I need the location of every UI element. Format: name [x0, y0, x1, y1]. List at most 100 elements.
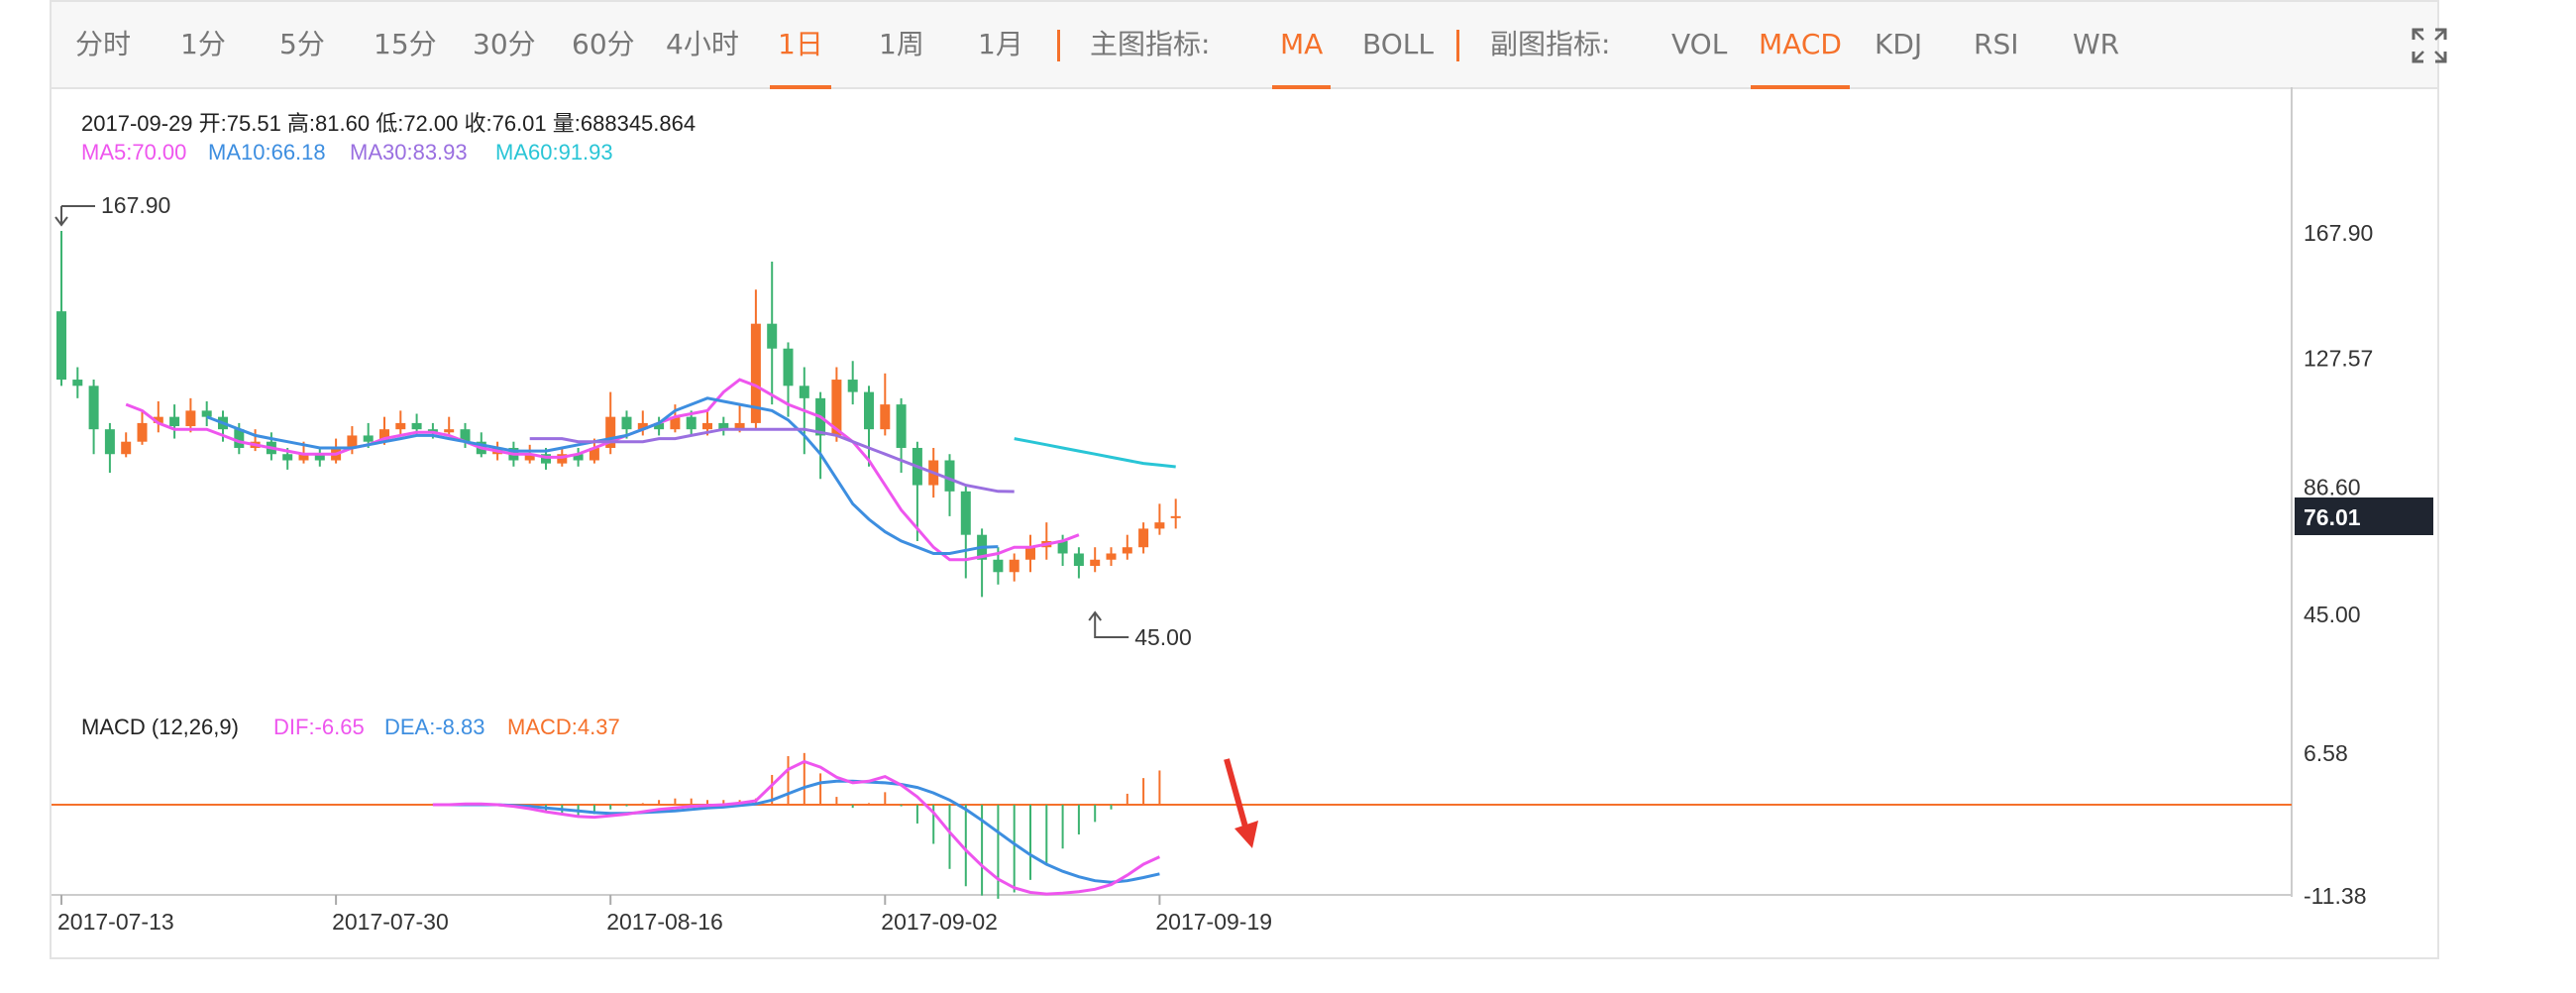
period-tab-5[interactable]: 30分: [473, 28, 536, 60]
candle-body: [605, 416, 616, 448]
main-indicator-label: 主图指标:: [1090, 28, 1211, 60]
candlestick: [1041, 522, 1052, 560]
price-axis-tick: 86.60: [2304, 475, 2361, 500]
candle-body: [637, 422, 648, 430]
candle-body: [831, 380, 842, 436]
macd-legend-macd: MACD:4.37: [507, 715, 620, 739]
sub-indicator-wr[interactable]: WR: [2073, 28, 2120, 60]
period-tab-3[interactable]: 5分: [279, 28, 325, 60]
sub-indicator-rsi[interactable]: RSI: [1974, 28, 2019, 60]
candlestick: [847, 361, 858, 405]
candlestick: [815, 391, 826, 480]
candle-body: [298, 454, 309, 461]
candle-body: [702, 422, 712, 430]
candle-body: [282, 454, 293, 461]
candle-body: [395, 422, 406, 430]
candle-body: [121, 441, 132, 455]
min-price-marker: [1088, 610, 1129, 638]
ma-legend-3: MA30:83.93: [350, 140, 468, 165]
candlestick: [121, 432, 132, 458]
candle-body: [88, 386, 99, 430]
max-price-label: 167.90: [101, 192, 170, 218]
candle-body: [896, 404, 907, 448]
current-price-box: [2295, 497, 2433, 535]
price-axis-tick: 127.57: [2304, 345, 2373, 371]
candle-body: [153, 416, 163, 423]
sub-indicator-macd[interactable]: MACD: [1751, 2, 1850, 89]
macd-legend-name: MACD (12,26,9): [81, 715, 239, 739]
toolbar-divider-1: [1057, 30, 1060, 61]
candlestick: [1154, 503, 1165, 535]
candlestick: [1122, 534, 1132, 560]
min-price-label: 45.00: [1134, 624, 1192, 650]
candle-body: [541, 454, 551, 464]
period-tab-2[interactable]: 1分: [180, 28, 226, 60]
candlestick: [1009, 553, 1020, 582]
candlestick: [734, 404, 745, 433]
candle-body: [379, 429, 389, 442]
candle-body: [1170, 515, 1181, 518]
candlestick: [944, 454, 955, 516]
main-indicator-boll[interactable]: BOLL: [1362, 28, 1434, 60]
price-axis-tick: 45.00: [2304, 602, 2361, 627]
kline-chart-widget: 分时 1分 5分 15分 30分 60分 4小时 1日 1周 1月 主图指标: MA BOLL 副图指标:…: [50, 0, 2447, 959]
candle-body: [718, 422, 729, 430]
candlestick: [169, 404, 180, 439]
annotation-arrow-icon: [1234, 821, 1258, 848]
period-tab-9[interactable]: 1周: [879, 28, 924, 60]
x-axis-tick-label: 2017-09-19: [1155, 909, 1272, 935]
candlestick: [1073, 547, 1084, 579]
candle-body: [185, 410, 196, 427]
period-tab-4[interactable]: 15分: [374, 28, 437, 60]
candlestick: [72, 367, 83, 398]
ohlc-info-text: 2017-09-29 开:75.51 高:81.60 低:72.00 收:76.…: [81, 111, 696, 136]
current-price-label: 76.01: [2304, 504, 2361, 530]
sub-indicator-vol[interactable]: VOL: [1671, 28, 1728, 60]
period-tab-6[interactable]: 60分: [572, 28, 635, 60]
candle-body: [72, 380, 83, 386]
candle-body: [960, 491, 971, 535]
candle-body: [1073, 553, 1084, 567]
candle-body: [944, 460, 955, 492]
candle-body: [589, 447, 599, 461]
candle-body: [847, 380, 858, 392]
period-tab-8[interactable]: 1日: [770, 2, 831, 89]
candlestick: [88, 380, 99, 455]
candle-body: [573, 454, 584, 461]
sub-indicator-kdj[interactable]: KDJ: [1875, 28, 1923, 60]
candlestick: [1138, 522, 1149, 554]
candle-body: [993, 559, 1004, 573]
candlestick: [1090, 547, 1101, 573]
candle-body: [411, 422, 422, 430]
price-axis-tick: 167.90: [2304, 220, 2373, 246]
candle-body: [427, 429, 438, 433]
main-indicator-ma[interactable]: MA: [1271, 2, 1332, 89]
candlestick: [573, 447, 584, 467]
candle-body: [104, 429, 115, 455]
sub-indicator-label: 副图指标:: [1490, 28, 1611, 60]
x-axis-tick-label: 2017-07-30: [332, 909, 449, 935]
candle-body: [767, 323, 778, 349]
candlestick: [605, 391, 616, 455]
candlestick: [654, 416, 665, 436]
ma-legend-1: MA5:70.00: [81, 140, 186, 165]
candlestick: [331, 438, 342, 464]
candle-body: [1138, 528, 1149, 548]
fullscreen-icon[interactable]: [2412, 28, 2447, 63]
macd-dif-line: [432, 759, 1161, 896]
candle-body: [557, 454, 568, 464]
x-axis-tick-label: 2017-09-02: [881, 909, 998, 935]
period-tab-10[interactable]: 1月: [978, 28, 1023, 60]
ma-line-ma60: [1014, 437, 1176, 469]
ma-line-ma5: [125, 378, 1080, 562]
candle-body: [621, 416, 632, 430]
ma-line-ma30: [529, 427, 1015, 494]
x-axis-tick-label: 2017-08-16: [606, 909, 723, 935]
candle-body: [1025, 547, 1035, 560]
candle-body: [1106, 553, 1117, 560]
period-tab-7[interactable]: 4小时: [666, 28, 739, 60]
macd-axis-tick: -11.38: [2304, 883, 2367, 909]
candle-body: [864, 391, 874, 430]
period-tab-1[interactable]: 分时: [75, 28, 132, 60]
